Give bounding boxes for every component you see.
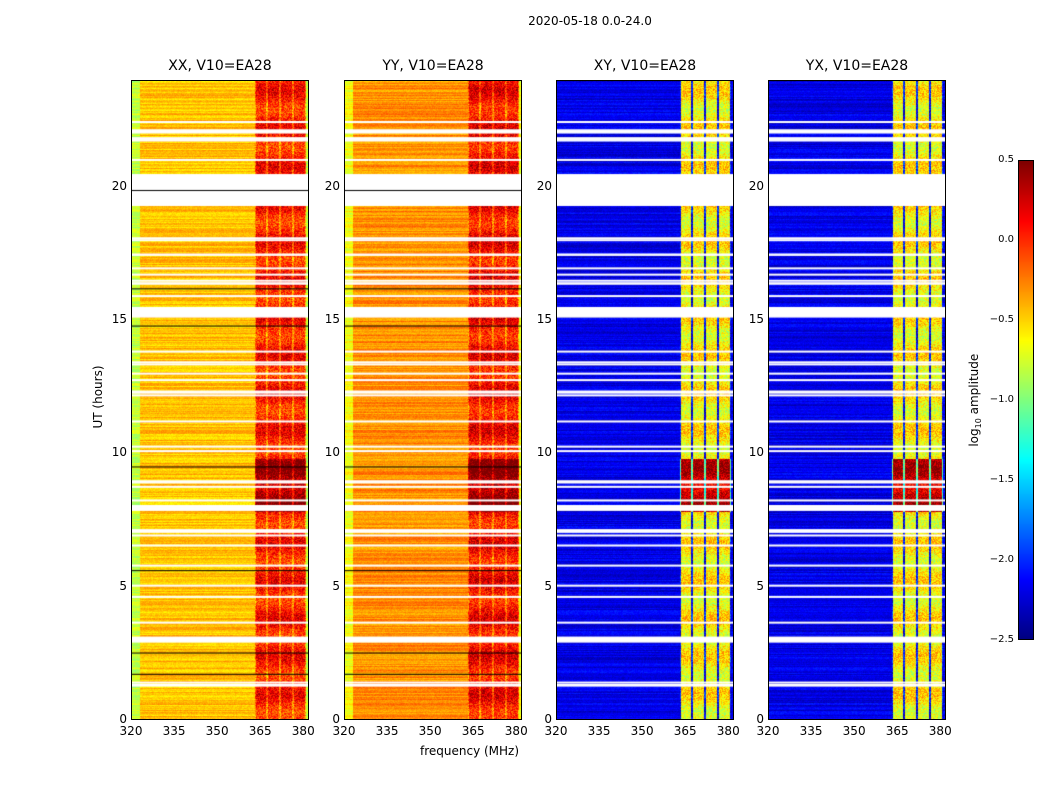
- x-tick-label: 365: [885, 724, 909, 738]
- panel-title-xx: XX, V10=EA28: [168, 58, 272, 74]
- heatmap-panel-xx: [131, 80, 309, 720]
- y-axis-label: UT (hours): [91, 365, 105, 429]
- y-tick-label: 0: [544, 712, 552, 726]
- colorbar-tick-label: 0.0: [998, 234, 1014, 245]
- y-tick-label: 20: [748, 178, 764, 193]
- colorbar: [1018, 160, 1034, 640]
- heatmap-yx: [769, 81, 945, 719]
- y-tick-label: 15: [748, 312, 764, 326]
- x-tick-label: 365: [461, 724, 485, 738]
- y-tick-label: 15: [536, 312, 552, 326]
- colorbar-tick-label: −0.5: [989, 314, 1014, 325]
- y-tick-label: 20: [324, 178, 340, 193]
- y-tick-label: 0: [756, 712, 764, 726]
- colorbar-tick-label: 0.5: [998, 154, 1014, 165]
- y-tick-label: 10: [748, 445, 764, 460]
- heatmap-xx: [132, 81, 308, 719]
- x-tick-label: 335: [162, 724, 186, 738]
- y-tick-label: 0: [119, 712, 127, 726]
- colorbar-gradient: [1019, 161, 1033, 639]
- y-tick-label: 5: [119, 578, 127, 593]
- y-tick-label: 0: [332, 712, 340, 726]
- heatmap-panel-yy: [344, 80, 522, 720]
- x-tick-label: 350: [842, 724, 866, 738]
- colorbar-tick-label: −2.5: [989, 634, 1014, 645]
- colorbar-tick-label: −1.0: [989, 394, 1014, 405]
- x-tick-label: 320: [756, 724, 780, 738]
- x-tick-label: 365: [673, 724, 697, 738]
- x-tick-label: 335: [375, 724, 399, 738]
- x-tick-label: 380: [291, 724, 315, 738]
- y-tick-label: 15: [324, 312, 340, 326]
- heatmap-yy: [345, 81, 521, 719]
- y-tick-label: 20: [536, 178, 552, 193]
- y-tick-label: 10: [324, 445, 340, 460]
- y-tick-label: 5: [332, 578, 340, 593]
- x-tick-label: 350: [205, 724, 229, 738]
- x-tick-label: 380: [504, 724, 528, 738]
- panel-title-yy: YY, V10=EA28: [382, 58, 484, 74]
- y-tick-label: 5: [756, 578, 764, 593]
- y-tick-label: 20: [111, 178, 127, 193]
- x-tick-label: 320: [544, 724, 568, 738]
- x-tick-label: 380: [716, 724, 740, 738]
- x-tick-label: 350: [418, 724, 442, 738]
- heatmap-panel-yx: [768, 80, 946, 720]
- x-tick-label: 320: [332, 724, 356, 738]
- x-tick-label: 335: [587, 724, 611, 738]
- figure-title: 2020-05-18 0.0-24.0: [528, 14, 652, 28]
- x-tick-label: 350: [630, 724, 654, 738]
- x-tick-label: 380: [928, 724, 952, 738]
- heatmap-xy: [557, 81, 733, 719]
- colorbar-label: log10 amplitude: [966, 353, 984, 447]
- colorbar-tick-label: −2.0: [989, 554, 1014, 565]
- x-tick-label: 335: [799, 724, 823, 738]
- y-tick-label: 10: [536, 445, 552, 460]
- panel-title-yx: YX, V10=EA28: [805, 58, 909, 74]
- panel-title-xy: XY, V10=EA28: [593, 58, 697, 74]
- heatmap-panel-xy: [556, 80, 734, 720]
- x-tick-label: 320: [119, 724, 143, 738]
- y-tick-label: 5: [544, 578, 552, 593]
- x-tick-label: 365: [248, 724, 272, 738]
- y-tick-label: 15: [111, 312, 127, 326]
- y-tick-label: 10: [111, 445, 127, 460]
- colorbar-tick-label: −1.5: [989, 474, 1014, 485]
- x-axis-label: frequency (MHz): [420, 744, 520, 758]
